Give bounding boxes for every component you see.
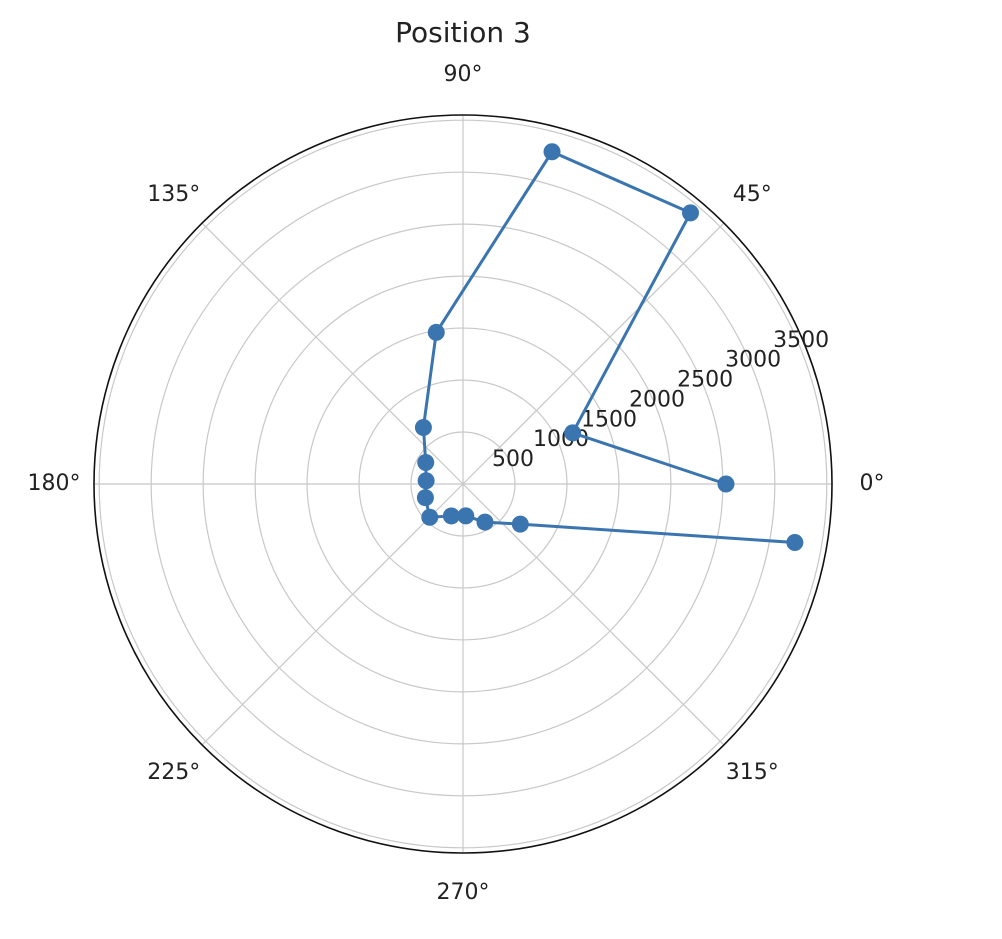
r-tick-label: 2500	[677, 368, 733, 393]
data-point	[417, 453, 435, 471]
grid-spoke	[201, 483, 464, 746]
r-tick-label: 2000	[629, 387, 685, 412]
theta-tick-label: 45°	[733, 182, 772, 207]
theta-tick-label: 225°	[147, 760, 200, 785]
data-point	[786, 534, 804, 552]
data-point	[414, 418, 432, 436]
polar-frame	[93, 114, 833, 854]
chart-title: Position 3	[395, 16, 531, 49]
data-point	[564, 424, 582, 442]
r-tick-label: 1500	[581, 407, 637, 432]
data-point	[511, 515, 529, 533]
r-tick-label: 3000	[725, 348, 781, 373]
grid-spoke	[462, 222, 725, 485]
data-point	[682, 204, 700, 222]
data-point	[427, 323, 445, 341]
theta-tick-label: 270°	[437, 880, 490, 905]
grid-spoke	[201, 222, 464, 485]
r-tick-label: 500	[492, 447, 534, 472]
theta-tick-label: 90°	[444, 62, 483, 87]
theta-tick-label: 315°	[726, 760, 779, 785]
theta-tick-label: 0°	[860, 471, 885, 496]
data-point	[421, 508, 439, 526]
theta-tick-label: 180°	[28, 471, 81, 496]
data-point	[543, 143, 561, 161]
data-point	[416, 489, 434, 507]
theta-tick-label: 135°	[147, 182, 200, 207]
r-tick-label: 3500	[773, 328, 829, 353]
data-point	[476, 513, 494, 531]
grid-spoke	[462, 483, 725, 746]
data-point	[417, 472, 435, 490]
data-point	[717, 475, 735, 493]
data-point	[442, 507, 460, 525]
data-point	[457, 507, 475, 525]
